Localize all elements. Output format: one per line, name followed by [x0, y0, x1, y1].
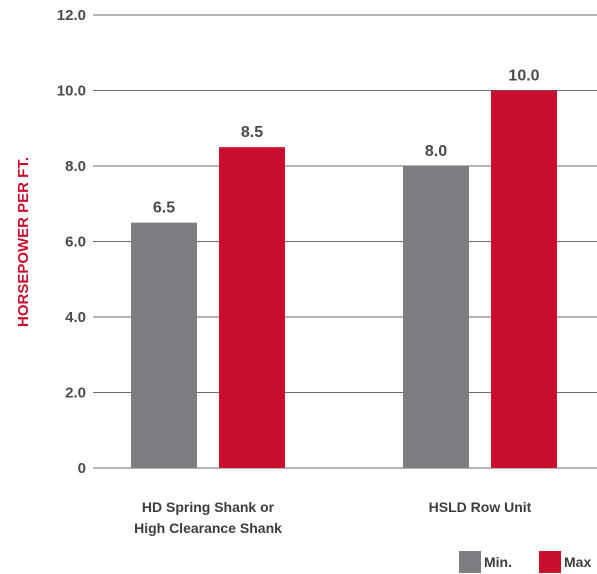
legend-label: Max — [564, 554, 591, 570]
y-tick-label: 2.0 — [65, 385, 86, 402]
bar-min-1 — [403, 166, 469, 468]
y-tick-label: 6.0 — [65, 234, 86, 251]
y-tick-label: 10.0 — [57, 83, 86, 100]
legend-swatch — [459, 551, 481, 573]
legend-label: Min. — [484, 554, 512, 570]
y-tick-label: 0 — [78, 460, 86, 477]
bar-value-label: 8.5 — [241, 124, 263, 141]
category-labels: HD Spring Shank or High Clearance Shank HS… — [134, 499, 532, 536]
data-labels: 6.5 8.5 8.0 10.0 — [153, 68, 540, 217]
bar-max-1 — [491, 90, 557, 468]
bars — [131, 90, 557, 468]
legend-swatch — [539, 551, 561, 573]
legend: Min. Max — [459, 551, 591, 573]
bar-value-label: 6.5 — [153, 200, 175, 217]
y-axis-ticks: 0 2.0 4.0 6.0 8.0 10.0 12.0 — [57, 7, 86, 477]
bar-value-label: 8.0 — [425, 143, 447, 160]
bar-min-0 — [131, 222, 197, 468]
y-tick-label: 12.0 — [57, 7, 86, 24]
y-tick-label: 4.0 — [65, 309, 86, 326]
bar-value-label: 10.0 — [508, 68, 539, 85]
y-axis-label: HORSEPOWER PER FT. — [15, 157, 32, 327]
category-label: High Clearance Shank — [134, 520, 282, 536]
category-label: HSLD Row Unit — [429, 499, 532, 515]
bar-max-0 — [219, 147, 285, 468]
y-tick-label: 8.0 — [65, 158, 86, 175]
category-label: HD Spring Shank or — [142, 499, 275, 515]
